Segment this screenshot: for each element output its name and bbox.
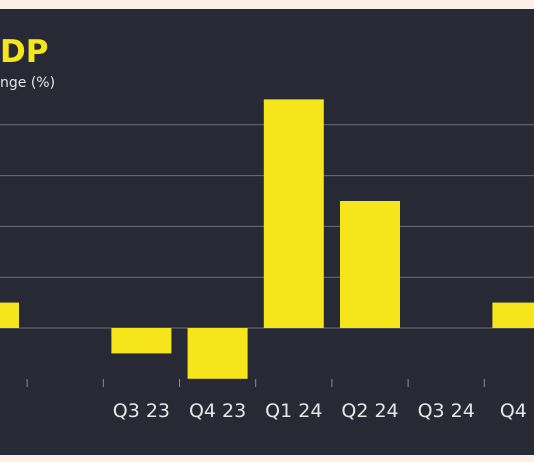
bar-4 [263,99,324,329]
x-tick-label: Q2 24 [341,400,398,422]
x-tick-label: Q3 24 [418,400,475,422]
x-tick-label: Q4 23 [189,400,246,422]
bar-chart: 23 Q3 23 Q4 23 Q1 24 Q2 24 Q3 24 Q4 2 [0,99,534,422]
bar-5 [340,201,400,328]
x-tick-label: 23 [0,400,1,422]
bar-0 [0,302,19,328]
x-tick-label: Q1 24 [265,400,322,422]
x-tick-label: Q3 23 [113,400,170,422]
bar-7 [492,302,534,328]
bar-2 [111,328,172,354]
bar-3 [187,328,248,379]
chart-title: DP [0,34,49,70]
x-tick-label: Q4 2 [500,400,534,422]
chart-subtitle: nge (%) [0,75,56,91]
chart-panel: DP nge (%) 23 Q3 23 Q4 23 Q1 24 Q2 24 Q3 24 Q4… [0,9,534,455]
